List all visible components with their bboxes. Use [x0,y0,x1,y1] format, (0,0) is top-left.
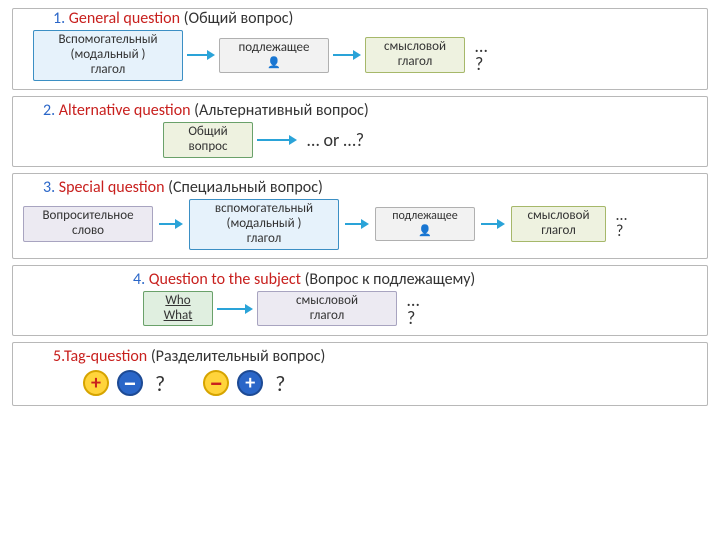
title-main: Tag-question [64,347,147,366]
title-general: 1. General question (Общий вопрос) [53,9,697,28]
arrow-icon [333,48,361,62]
title-alternative: 2. Alternative question (Альтернативный … [43,101,697,120]
title-sub: (Специальный вопрос) [168,178,323,197]
title-sub: (Разделительный вопрос) [151,347,326,366]
title-num: 4. [133,270,145,289]
box-text: вспомогательный (модальный ) глагол [215,202,313,247]
title-num: 1. [53,9,65,28]
flow-alternative: Общий вопрос … or …? [163,122,697,158]
box-text: подлежащее [239,41,310,56]
plus-circle: + [83,370,109,396]
box-text: Общий вопрос [188,125,227,155]
box-main-verb: смысловой глагол [365,37,465,73]
flow-general: Вспомогательный (модальный ) глагол подл… [33,30,697,81]
panel-alternative-question: 2. Alternative question (Альтернативный … [12,96,708,167]
arrow-icon [479,217,507,231]
panel-tag-question: 5.Tag-question (Разделительный вопрос) +… [12,342,708,406]
arrow-icon [157,217,185,231]
box-aux-verb: вспомогательный (модальный ) глагол [189,199,339,250]
title-main: Alternative question [59,101,191,120]
title-sub: (Альтернативный вопрос) [194,101,369,120]
flow-subject-q: Who What смысловой глагол … ? [143,291,697,327]
minus-circle: − [203,370,229,396]
question-mark: ? [155,370,165,397]
title-special: 3. Special question (Специальный вопрос) [43,178,697,197]
arrow-icon [217,302,253,316]
panel-special-question: 3. Special question (Специальный вопрос)… [12,173,708,259]
box-text: Вспомогательный (модальный ) глагол [58,33,157,78]
title-sub: (Вопрос к подлежащему) [305,270,476,289]
title-num: 5. [53,347,64,366]
box-main-verb: смысловой глагол [511,206,606,242]
panel-general-question: 1. General question (Общий вопрос) Вспом… [12,8,708,90]
arrow-icon [187,48,215,62]
title-tag: 5.Tag-question (Разделительный вопрос) [53,347,697,366]
arrow-icon [343,217,371,231]
box-subject: подлежащее 👤 [375,207,475,240]
box-aux-verb: Вспомогательный (модальный ) глагол [33,30,183,81]
title-num: 3. [43,178,55,197]
tail: … ? [616,208,627,240]
minus-circle: − [117,370,143,396]
arrow-icon [257,133,297,147]
title-main: General question [69,9,180,28]
title-main: Question to the subject [149,270,301,289]
person-icon: 👤 [418,225,432,238]
tail: … or …? [307,131,364,149]
box-text: смысловой глагол [372,40,458,70]
box-who-what: Who What [143,291,213,327]
box-question-word: Вопросительное слово [23,206,153,242]
box-text: смысловой глагол [527,209,589,239]
box-subject: подлежащее 👤 [219,38,329,73]
box-text: подлежащее [392,210,458,224]
plus-circle: + [237,370,263,396]
panel-subject-question: 4. Question to the subject (Вопрос к под… [12,265,708,336]
title-subject-q: 4. Question to the subject (Вопрос к под… [133,270,697,289]
box-text: Who What [164,294,193,324]
person-icon: 👤 [267,57,281,70]
box-main-verb: смысловой глагол [257,291,397,327]
title-main: Special question [59,178,165,197]
tag-row: + − ? − + ? [83,370,697,397]
tail: … ? [407,291,419,327]
question-mark: ? [275,370,285,397]
title-num: 2. [43,101,55,120]
flow-special: Вопросительное слово вспомогательный (мо… [23,199,697,250]
title-sub: (Общий вопрос) [184,9,294,28]
tail: … ? [475,37,487,73]
box-general-q: Общий вопрос [163,122,253,158]
box-text: смысловой глагол [296,294,358,324]
box-text: Вопросительное слово [42,209,133,239]
